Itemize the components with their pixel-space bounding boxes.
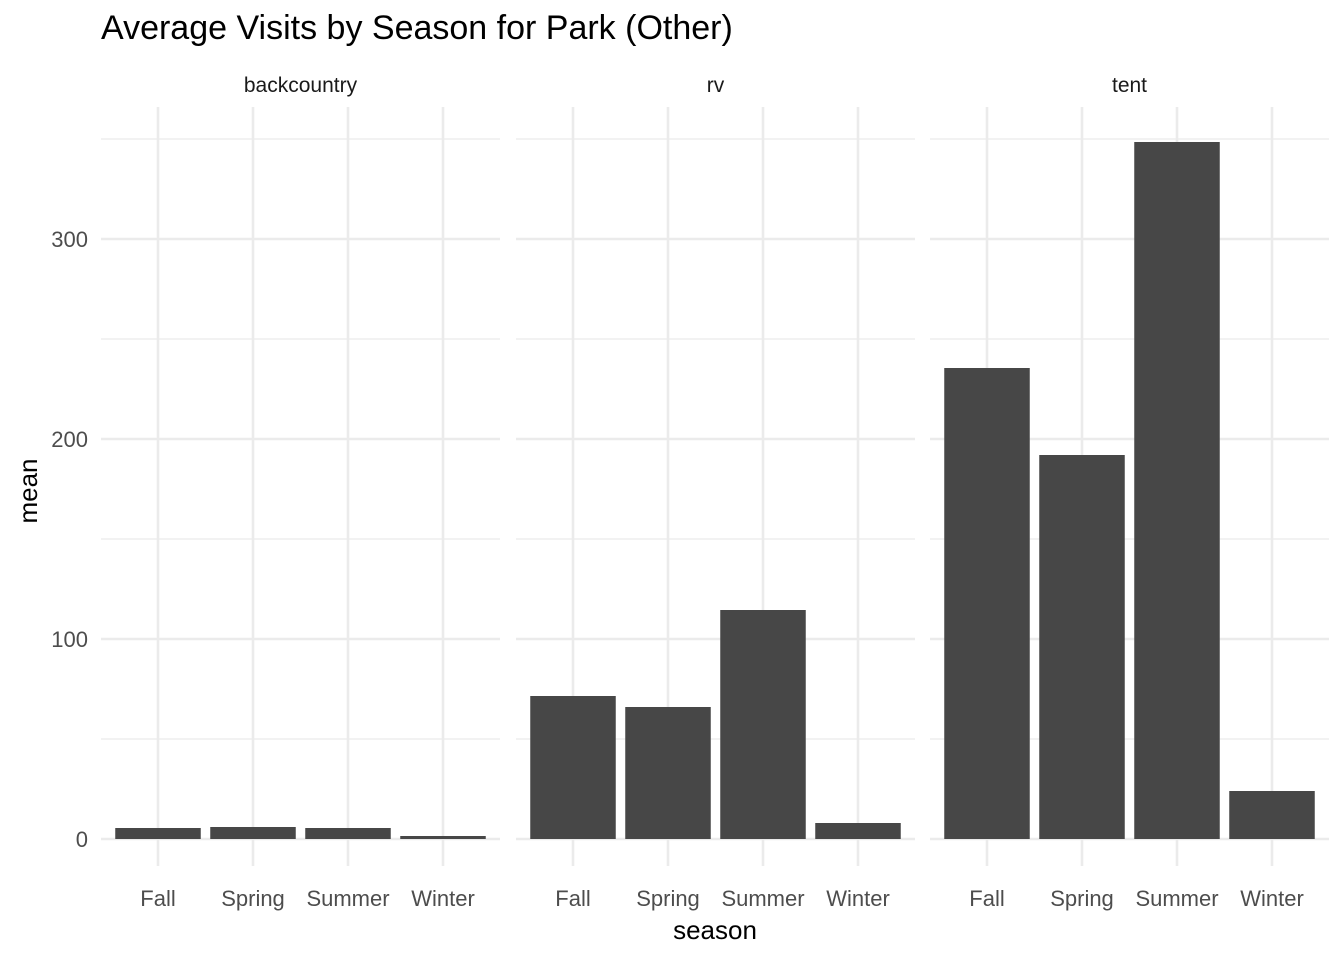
y-axis-title: mean [13,458,43,523]
x-tick-label: Winter [1240,886,1304,911]
bar-rv-winter [815,823,901,839]
y-tick-label: 200 [51,427,88,452]
x-tick-label: Summer [306,886,389,911]
facet-strip-label: rv [707,74,725,97]
bar-backcountry-spring [210,827,296,839]
y-tick-label: 300 [51,227,88,252]
y-tick-label: 0 [76,827,88,852]
facet-panel-tent: tent Fall Spring Summer Winter [930,74,1329,911]
facet-panels: backcountry Fall Spring Summer Winter rv Fall S… [101,74,1329,911]
bar-tent-spring [1039,455,1125,839]
x-tick-label: Summer [721,886,804,911]
x-tick-label: Fall [969,886,1004,911]
bar-rv-spring [625,707,711,839]
chart-title: Average Visits by Season for Park (Other… [101,9,733,47]
bar-rv-fall [530,696,616,839]
x-tick-label: Spring [1050,886,1114,911]
x-tick-label: Winter [826,886,890,911]
bar-backcountry-summer [305,828,391,839]
x-tick-label: Fall [140,886,175,911]
x-tick-label: Winter [411,886,475,911]
bar-backcountry-fall [115,828,201,839]
x-tick-label: Spring [636,886,700,911]
x-tick-label: Spring [221,886,285,911]
y-tick-label: 100 [51,627,88,652]
bar-rv-summer [720,610,806,839]
bar-tent-summer [1134,142,1220,839]
facet-strip-label: tent [1112,74,1147,97]
x-axis-title: season [673,915,757,945]
bar-tent-winter [1229,791,1315,839]
bar-backcountry-winter [400,836,486,839]
x-tick-label: Summer [1135,886,1218,911]
bar-tent-fall [944,368,1030,839]
x-tick-label: Fall [555,886,590,911]
y-axis: 0 100 200 300 [51,227,88,852]
facet-panel-backcountry: backcountry Fall Spring Summer Winter [101,74,500,911]
facet-panel-rv: rv Fall Spring Summer Winter [516,74,915,911]
facet-strip-label: backcountry [244,74,358,97]
